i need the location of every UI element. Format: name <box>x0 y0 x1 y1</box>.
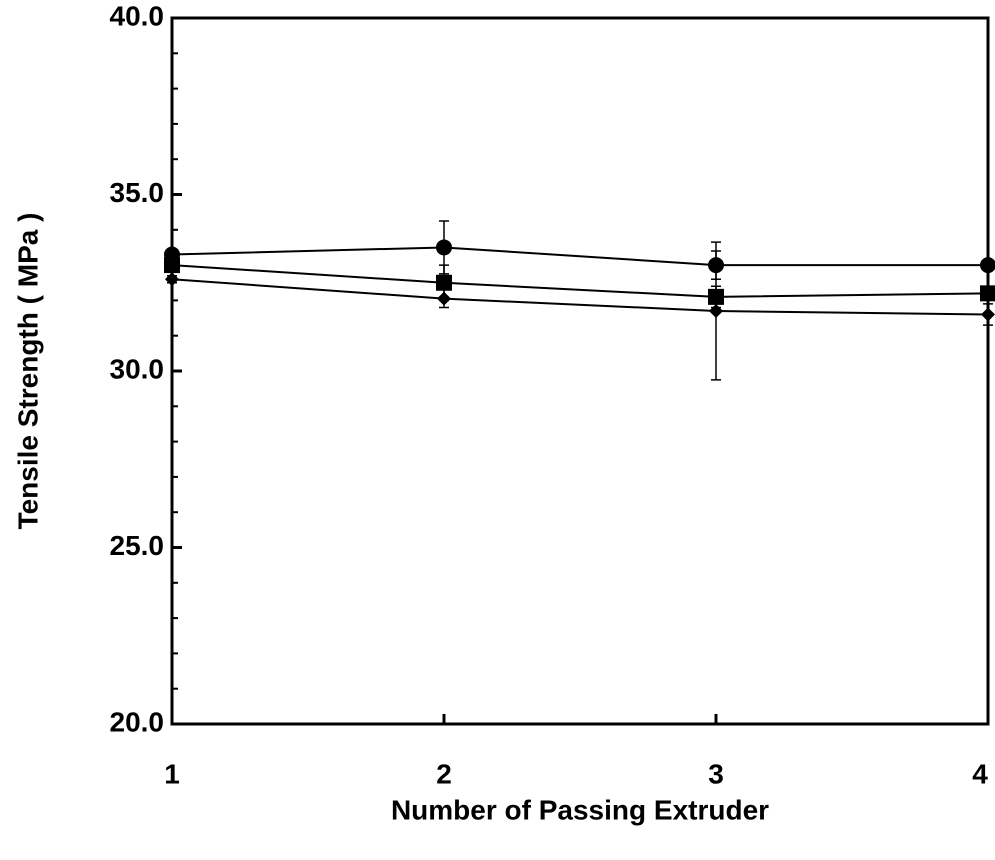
y-tick-label: 20.0 <box>110 706 165 737</box>
series-line <box>171 246 988 267</box>
point <box>980 285 995 302</box>
x-tick-label: 4 <box>972 758 988 789</box>
y-tick-label: 30.0 <box>110 353 165 384</box>
point <box>436 239 452 256</box>
x-tick-label: 1 <box>164 758 180 789</box>
x-tick-label: 2 <box>436 758 452 789</box>
y-tick-label: 25.0 <box>110 530 165 561</box>
point <box>980 257 995 274</box>
point <box>981 307 995 322</box>
series-line <box>171 264 989 298</box>
point <box>165 272 179 287</box>
point <box>436 274 452 291</box>
x-tick-label: 3 <box>708 758 724 789</box>
y-axis-label: Tensile Strength ( MPa ) <box>12 213 43 530</box>
series-line <box>171 278 989 316</box>
point <box>164 257 180 274</box>
plot-frame <box>170 16 990 726</box>
x-axis-label: Number of Passing Extruder <box>391 794 769 825</box>
y-tick-label: 40.0 <box>110 0 165 31</box>
y-tick-label: 35.0 <box>110 177 165 208</box>
point <box>709 303 723 318</box>
point <box>437 291 451 306</box>
